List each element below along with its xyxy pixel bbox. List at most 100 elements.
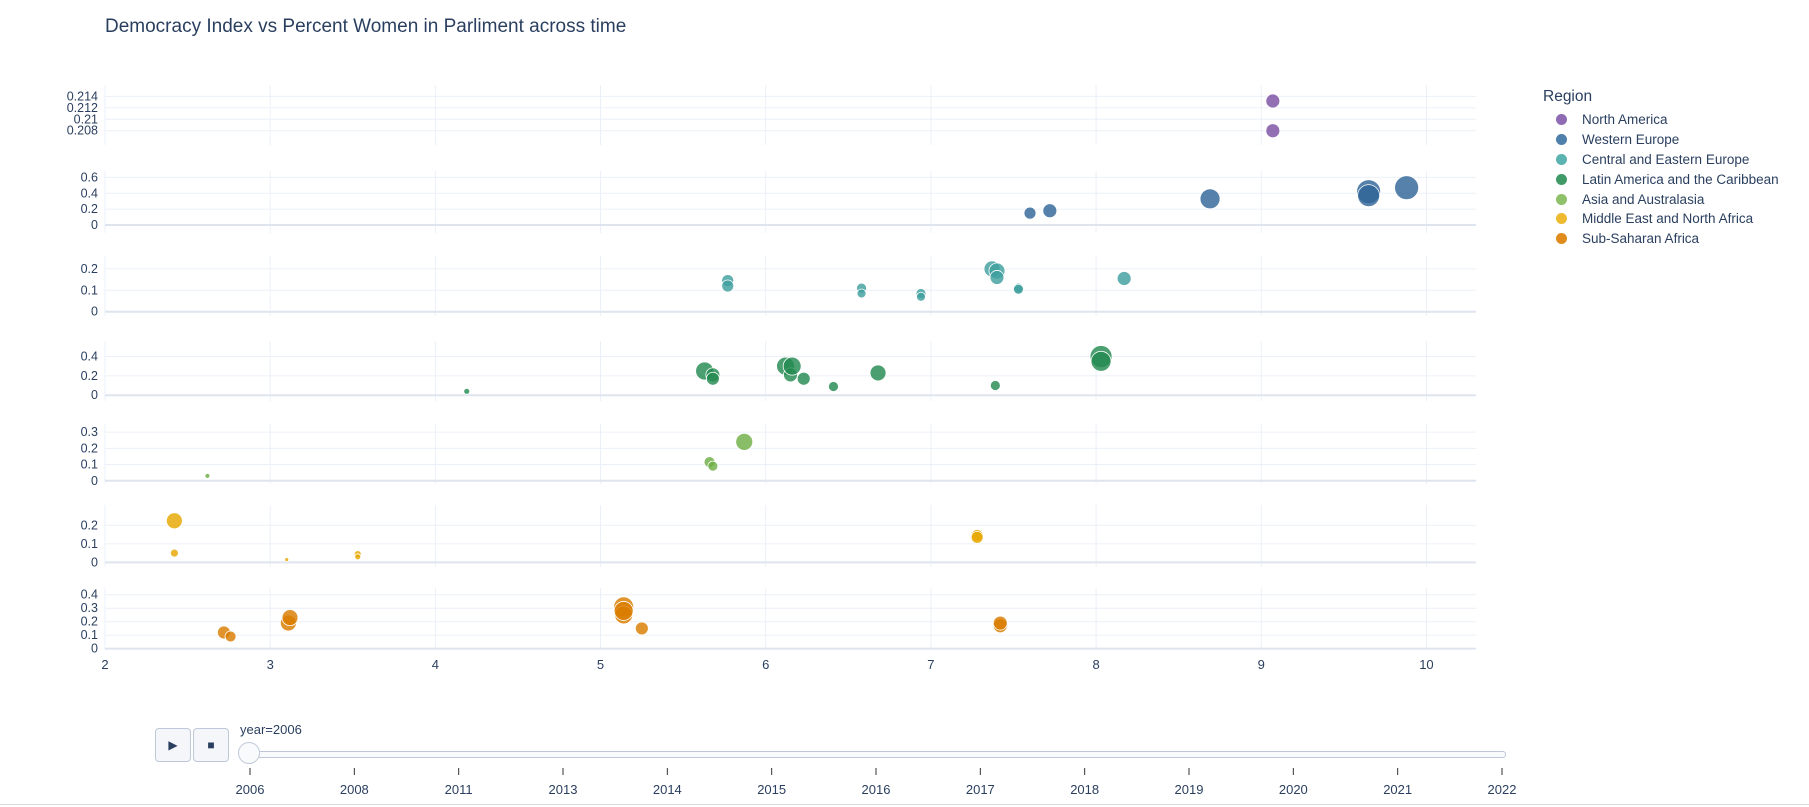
y-tick-label: 0 — [91, 474, 98, 488]
facet-panel: 0 0.2 0.4 — [81, 341, 1476, 402]
data-point — [613, 601, 634, 621]
chart-title: Democracy Index vs Percent Women in Parl… — [105, 16, 627, 37]
data-point — [1265, 93, 1281, 109]
facet-panel: 0 0.2 0.4 0.6 — [81, 170, 1476, 233]
facet-panel: 0 0.1 0.2 — [81, 505, 1476, 569]
data-point — [1023, 206, 1037, 220]
x-tick-label: 9 — [1258, 657, 1265, 672]
x-tick-label: 5 — [597, 657, 604, 672]
legend-item[interactable]: Sub-Saharan Africa — [1543, 229, 1779, 249]
data-point — [721, 279, 735, 293]
data-point — [970, 530, 984, 544]
data-point — [169, 548, 179, 558]
data-point — [707, 460, 719, 472]
slider-tick-label: 2006 — [236, 782, 265, 797]
legend-item[interactable]: Middle East and North Africa — [1543, 209, 1779, 229]
legend-label: Sub-Saharan Africa — [1582, 231, 1700, 247]
x-tick-label: 6 — [762, 657, 769, 672]
data-point — [204, 472, 211, 479]
y-tick-label: 0.3 — [81, 425, 98, 439]
faceted-scatter-chart: 0.2080.210.2120.21400.20.40.600.10.200.2… — [67, 85, 1476, 672]
legend-item[interactable]: Asia and Australasia — [1543, 189, 1779, 209]
y-tick-label: 0.2 — [81, 615, 98, 629]
slider-tick-label: 2008 — [340, 782, 369, 797]
data-point — [735, 432, 754, 451]
y-tick-label: 0.1 — [81, 283, 98, 297]
y-tick-label: 0.21 — [74, 112, 98, 126]
y-tick-label: 0.4 — [81, 349, 98, 363]
slider-current-label: year=2006 — [240, 722, 302, 737]
data-point — [281, 609, 299, 627]
x-tick-label: 4 — [432, 657, 439, 672]
y-tick-label: 0.4 — [81, 588, 98, 602]
legend-marker — [1556, 233, 1567, 245]
y-tick-label: 0 — [91, 555, 98, 569]
data-point — [1199, 188, 1221, 210]
slider-tick-label: 2022 — [1488, 782, 1517, 797]
page-bottom-divider — [0, 804, 1809, 805]
data-point — [1394, 175, 1420, 201]
legend-label: Asia and Australasia — [1582, 191, 1705, 207]
data-point — [1090, 350, 1112, 372]
x-tick-label: 3 — [267, 657, 274, 672]
data-point — [1265, 123, 1281, 139]
legend-marker — [1556, 114, 1567, 126]
data-point — [869, 364, 887, 382]
y-tick-label: 0 — [91, 305, 98, 319]
legend-title: Region — [1543, 88, 1593, 105]
data-point — [856, 288, 867, 299]
x-tick-label: 8 — [1092, 657, 1099, 672]
y-tick-label: 0.2 — [81, 518, 98, 532]
data-point — [1357, 184, 1381, 208]
slider-tick-label: 2015 — [757, 782, 786, 797]
y-tick-label: 0.2 — [81, 262, 98, 276]
slider-tick-label: 2018 — [1070, 782, 1099, 797]
data-point — [782, 356, 802, 376]
year-slider-handle[interactable] — [238, 742, 260, 764]
legend-item[interactable]: Western Europe — [1543, 130, 1779, 150]
y-tick-label: 0 — [91, 218, 98, 232]
y-tick-label: 0.214 — [67, 89, 98, 103]
legend: Region North America Western Europe Centra… — [1543, 88, 1779, 249]
legend-item[interactable]: Latin America and the Caribbean — [1543, 169, 1779, 189]
y-tick-label: 0.208 — [67, 124, 98, 138]
y-tick-label: 0.1 — [81, 537, 98, 551]
year-slider-track[interactable] — [241, 751, 1506, 758]
play-button[interactable]: ▶ — [155, 728, 191, 762]
legend-item[interactable]: Central and Eastern Europe — [1543, 150, 1779, 170]
data-point — [634, 621, 649, 636]
y-tick-label: 0.2 — [81, 202, 98, 216]
data-point — [165, 512, 183, 530]
legend-marker — [1556, 153, 1567, 165]
slider-tick-label: 2014 — [653, 782, 682, 797]
slider-tick-label: 2011 — [445, 782, 473, 797]
legend-label: Latin America and the Caribbean — [1582, 171, 1779, 187]
y-tick-label: 0.1 — [81, 458, 98, 472]
data-point — [1116, 271, 1132, 286]
data-point — [916, 291, 926, 302]
data-point — [989, 270, 1005, 285]
legend-marker — [1556, 134, 1567, 146]
stop-button[interactable]: ■ — [193, 728, 229, 762]
data-point — [1013, 283, 1024, 295]
data-point — [463, 387, 471, 395]
data-point — [796, 371, 811, 386]
data-point — [828, 381, 839, 392]
x-tick-label: 2 — [101, 657, 108, 672]
slider-tick-label: 2016 — [862, 782, 891, 797]
y-tick-label: 0.2 — [81, 441, 98, 455]
y-tick-label: 0.1 — [81, 628, 98, 642]
y-tick-label: 0 — [91, 642, 98, 656]
slider-tick-label: 2017 — [966, 782, 995, 797]
facet-panel: 0 0.1 0.2 0.3 — [81, 424, 1476, 488]
legend-label: Middle East and North Africa — [1582, 211, 1754, 227]
x-tick-label: 7 — [927, 657, 934, 672]
facet-panel: 00.10.20.30.4 — [81, 588, 1476, 656]
legend-item[interactable]: North America — [1543, 110, 1779, 130]
data-point — [1042, 203, 1058, 219]
slider-tick-label: 2021 — [1383, 782, 1412, 797]
y-tick-label: 0.4 — [81, 186, 98, 200]
legend-label: Central and Eastern Europe — [1582, 151, 1750, 167]
slider-tick-label: 2019 — [1175, 782, 1204, 797]
